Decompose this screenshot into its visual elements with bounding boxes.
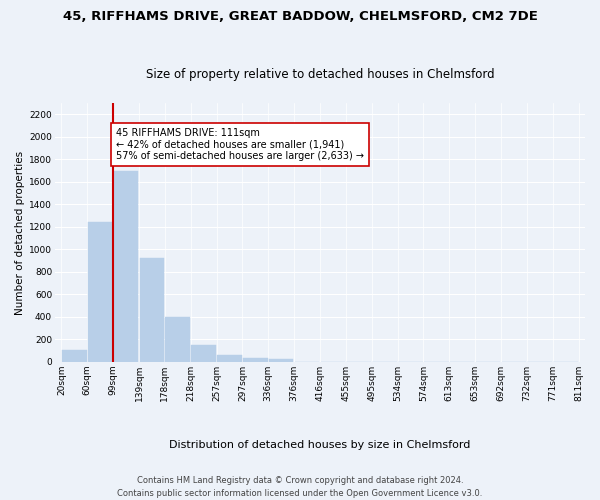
Text: 45 RIFFHAMS DRIVE: 111sqm
← 42% of detached houses are smaller (1,941)
57% of se: 45 RIFFHAMS DRIVE: 111sqm ← 42% of detac… [116, 128, 364, 161]
Bar [140, 258, 164, 362]
Bar [243, 358, 268, 362]
Bar [62, 350, 86, 362]
Bar [191, 345, 216, 362]
Bar [114, 170, 139, 362]
Y-axis label: Number of detached properties: Number of detached properties [15, 150, 25, 314]
Text: Contains HM Land Registry data © Crown copyright and database right 2024.
Contai: Contains HM Land Registry data © Crown c… [118, 476, 482, 498]
Bar [88, 222, 112, 362]
Title: Size of property relative to detached houses in Chelmsford: Size of property relative to detached ho… [146, 68, 494, 81]
Bar [166, 317, 190, 362]
Bar [269, 359, 293, 362]
Text: 45, RIFFHAMS DRIVE, GREAT BADDOW, CHELMSFORD, CM2 7DE: 45, RIFFHAMS DRIVE, GREAT BADDOW, CHELMS… [62, 10, 538, 23]
Bar [217, 354, 242, 362]
X-axis label: Distribution of detached houses by size in Chelmsford: Distribution of detached houses by size … [169, 440, 470, 450]
